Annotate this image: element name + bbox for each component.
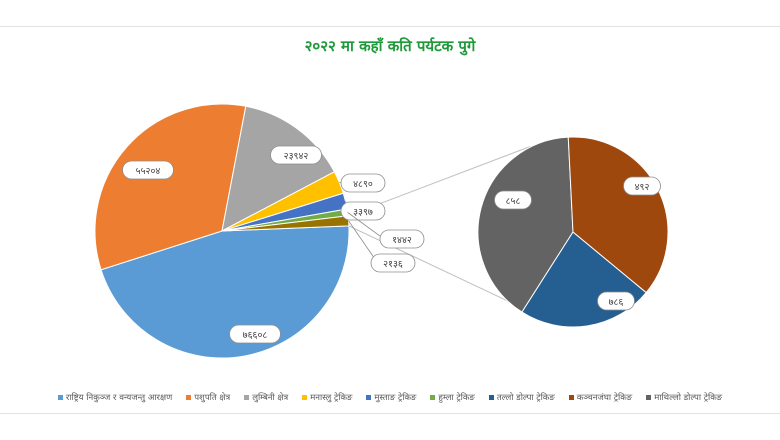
main-slice-0	[100, 225, 350, 359]
main-data-label-1: ५५२०४	[136, 166, 161, 177]
legend-label: माथिल्लो डोल्पा ट्रेकिङ	[654, 393, 723, 403]
legend-swatch	[244, 395, 250, 400]
legend-label: लुम्बिनी क्षेत्र	[252, 393, 289, 403]
legend-item: लुम्बिनी क्षेत्र	[244, 392, 288, 403]
secondary-data-label-2-box	[597, 291, 635, 311]
main-data-label-1-box	[122, 160, 174, 180]
legend-label: कञ्चनजंघा ट्रेकिङ	[576, 393, 633, 403]
main-data-label-5: १४४२	[392, 235, 412, 246]
connector-line-bottom	[348, 225, 509, 302]
main-data-label-other-box	[370, 253, 416, 273]
main-data-label-other: २१३६	[383, 259, 403, 270]
chart-legend: राष्ट्रिय निकुञ्ज र वन्यजन्तु आरक्षण पशुप…	[0, 392, 780, 403]
legend-swatch	[430, 395, 436, 400]
main-data-label-3-box	[340, 173, 386, 193]
legend-swatch	[488, 395, 494, 400]
main-data-label-5-box	[379, 229, 425, 249]
legend-label: राष्ट्रिय निकुञ्ज र वन्यजन्तु आरक्षण	[65, 393, 173, 403]
bottom-divider	[0, 413, 780, 414]
legend-item: मनास्लु ट्रेकिङ	[302, 392, 352, 403]
leader-line-5	[347, 212, 385, 240]
main-slice-1	[94, 103, 247, 271]
secondary-data-label-1: ४९२	[635, 182, 650, 193]
legend-label: हुम्ला ट्रेकिङ	[438, 393, 475, 403]
main-data-label-0: ७६६०८	[243, 330, 268, 341]
legend-swatch	[646, 395, 652, 400]
legend-swatch	[302, 395, 308, 400]
secondary-data-label-0: ८५८	[506, 196, 521, 207]
main-data-label-0-box	[229, 324, 281, 344]
legend-swatch	[57, 395, 63, 400]
legend-label: मुस्ताङ ट्रेकिङ	[374, 393, 417, 403]
legend-item: तल्लो डोल्पा ट्रेकिङ	[488, 392, 555, 403]
legend-item: राष्ट्रिय निकुञ्ज र वन्यजन्तु आरक्षण	[57, 392, 173, 403]
main-data-label-3: ४८९०	[353, 179, 373, 190]
main-data-label-2: २३९४२	[284, 151, 309, 162]
secondary-data-label-1-box	[623, 176, 661, 196]
chart-title: २०२२ मा कहाँ कति पर्यटक पुगे	[304, 37, 476, 55]
legend-swatch	[568, 395, 574, 400]
main-data-label-2-box	[270, 145, 322, 165]
leader-line-other	[348, 220, 378, 263]
legend-item: माथिल्लो डोल्पा ट्रेकिङ	[646, 392, 722, 403]
legend-label: तल्लो डोल्पा ट्रेकिङ	[496, 393, 555, 403]
legend-item: मुस्ताङ ट्रेकिङ	[366, 392, 416, 403]
legend-label: पशुपति क्षेत्र	[194, 393, 231, 403]
main-data-label-4: ३३९७	[353, 207, 373, 218]
legend-item: पशुपति क्षेत्र	[186, 392, 230, 403]
secondary-data-label-2: ७८६	[609, 297, 624, 308]
legend-item: हुम्ला ट्रेकिङ	[430, 392, 475, 403]
legend-label: मनास्लु ट्रेकिङ	[310, 393, 353, 403]
legend-swatch	[186, 395, 192, 400]
legend-swatch	[366, 395, 372, 400]
top-divider	[0, 26, 780, 27]
legend-item: कञ्चनजंघा ट्रेकिङ	[568, 392, 633, 403]
main-slice-2	[221, 105, 336, 232]
secondary-data-label-0-box	[494, 190, 532, 210]
